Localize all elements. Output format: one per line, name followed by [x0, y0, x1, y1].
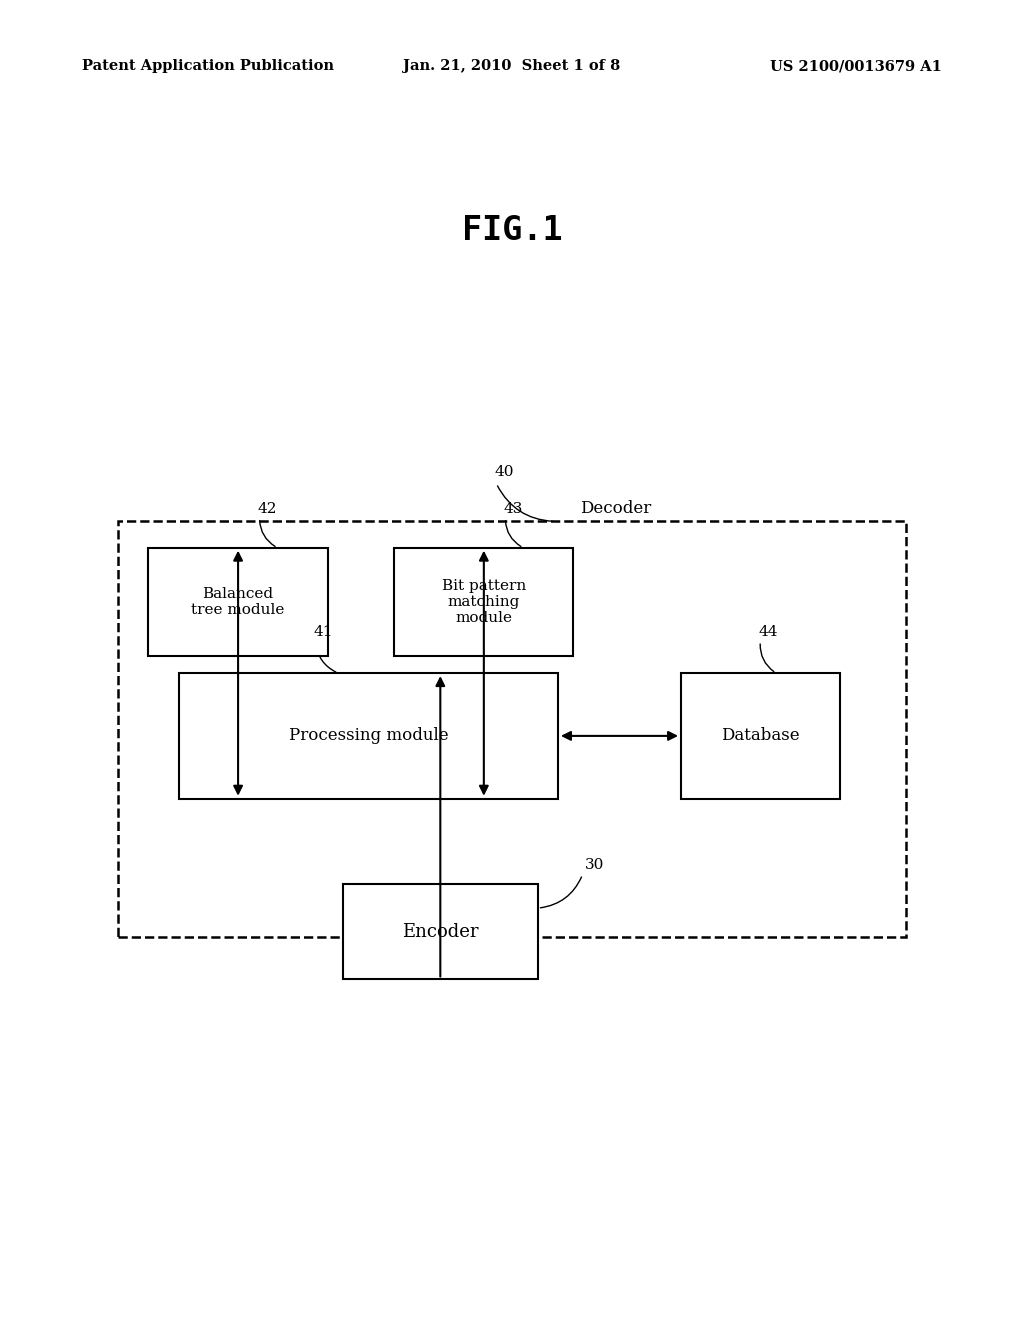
- Text: US 2100/0013679 A1: US 2100/0013679 A1: [770, 59, 942, 74]
- Text: Database: Database: [721, 727, 800, 744]
- Text: Jan. 21, 2010  Sheet 1 of 8: Jan. 21, 2010 Sheet 1 of 8: [403, 59, 621, 74]
- Text: 42: 42: [258, 502, 278, 516]
- Text: Balanced
tree module: Balanced tree module: [191, 587, 285, 616]
- Text: Encoder: Encoder: [402, 923, 478, 941]
- Text: Patent Application Publication: Patent Application Publication: [82, 59, 334, 74]
- Text: 44: 44: [759, 626, 778, 639]
- Bar: [343, 884, 538, 979]
- Bar: [118, 521, 906, 937]
- Text: Processing module: Processing module: [289, 727, 449, 744]
- Bar: [681, 673, 840, 799]
- Text: 43: 43: [504, 502, 522, 516]
- Text: 41: 41: [313, 626, 333, 639]
- Text: Bit pattern
matching
module: Bit pattern matching module: [441, 578, 526, 626]
- Text: 40: 40: [495, 466, 514, 479]
- Text: Decoder: Decoder: [580, 500, 651, 517]
- Bar: [394, 548, 573, 656]
- Bar: [179, 673, 558, 799]
- Bar: [148, 548, 328, 656]
- Text: 30: 30: [585, 858, 604, 873]
- Text: FIG.1: FIG.1: [462, 214, 562, 248]
